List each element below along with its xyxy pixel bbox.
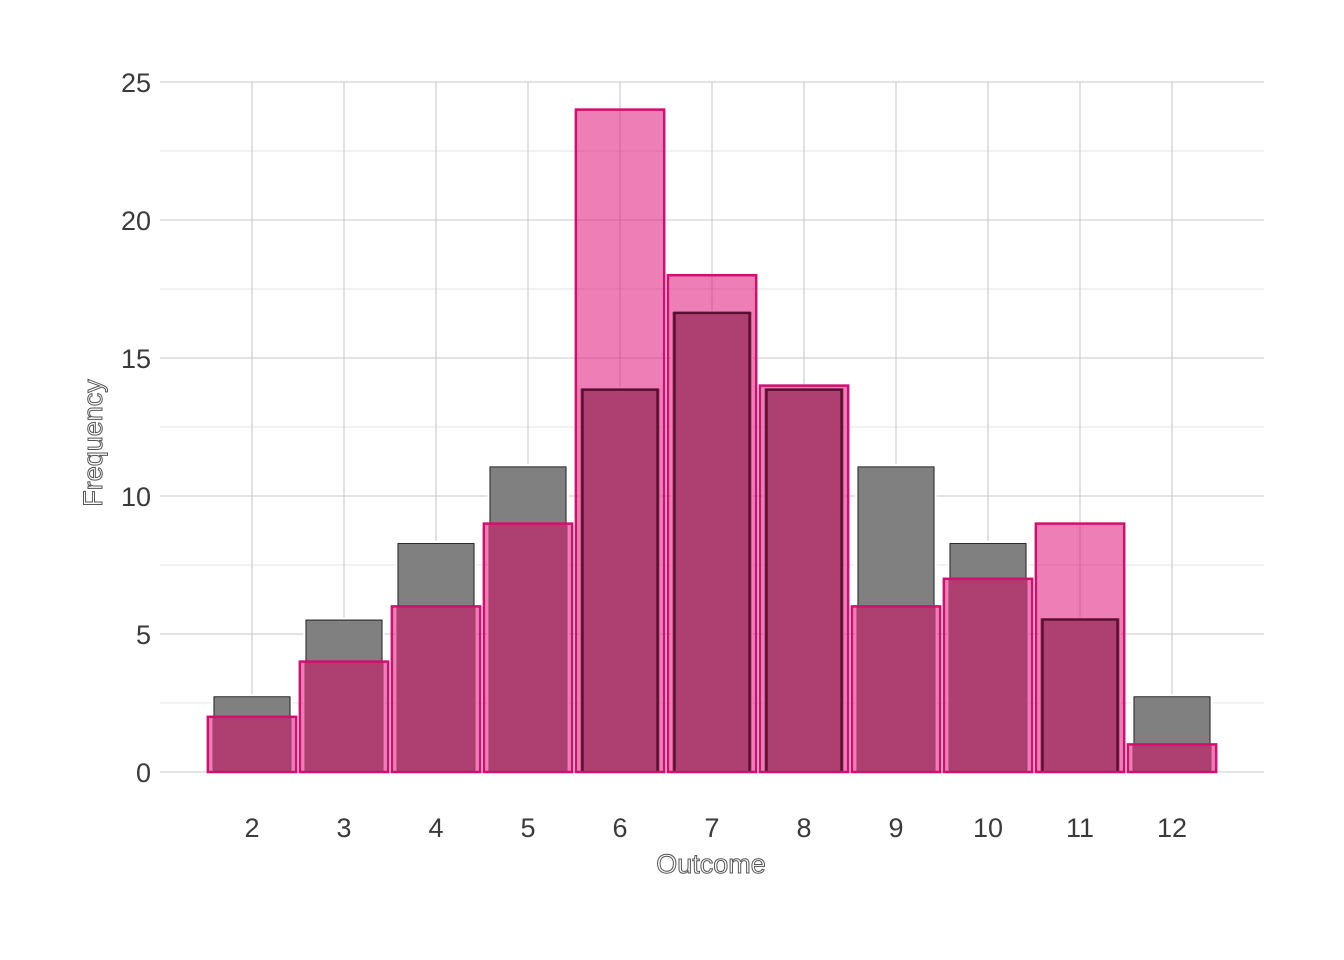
overlap-region [856,606,936,772]
y-tick-label: 10 [121,482,151,512]
observed-bar-outline [1034,522,1126,774]
overlap-region [1132,744,1212,772]
x-tick-label: 12 [1157,813,1187,843]
bars [206,108,1218,774]
y-tick-label: 0 [136,758,151,788]
x-axis-title: Outcome [656,849,766,879]
overlap-region [488,523,568,772]
x-tick-label: 4 [428,813,443,843]
expected-bar-outline [581,388,659,772]
overlap-region [672,311,752,772]
observed-bar-outline [1126,743,1218,774]
expected-bar-outline [765,388,843,772]
y-tick-label: 15 [121,344,151,374]
overlap-region [948,578,1028,772]
observed-bar-outline [206,715,298,774]
observed-bar-outline [758,384,850,774]
x-tick-label: 2 [244,813,259,843]
x-tick-label: 11 [1066,813,1094,843]
observed-bar-outline [298,660,390,774]
expected-bar-outline [1041,618,1119,772]
y-tick-label: 5 [136,620,151,650]
x-tick-label: 6 [612,813,627,843]
x-tick-label: 8 [796,813,811,843]
observed-bar-outline [666,273,758,774]
observed-bar-outline [482,522,574,774]
overlap-region [212,716,292,772]
overlap-region [1040,618,1120,772]
x-tick-label: 10 [973,813,1003,843]
observed-bar-outline [942,577,1034,774]
observed-bar-outline [574,108,666,774]
overlap-region [580,388,660,772]
overlap-region [304,661,384,772]
y-axis-title: Frequency [78,379,108,507]
x-tick-label: 9 [888,813,903,843]
x-tick-label: 5 [520,813,535,843]
x-tick-label: 3 [336,813,351,843]
overlap-region [396,606,476,772]
overlap-region [764,388,844,772]
observed-bar-outline [390,605,482,774]
expected-bar-outline [673,311,751,772]
y-tick-label: 25 [121,68,151,98]
observed-bar-outline [850,605,942,774]
y-tick-label: 20 [121,206,151,236]
x-tick-label: 7 [704,813,719,843]
tick-labels: 2 3 4 5 6 7 8 9 10 11 12 0 5 10 15 20 25 [121,68,1187,843]
